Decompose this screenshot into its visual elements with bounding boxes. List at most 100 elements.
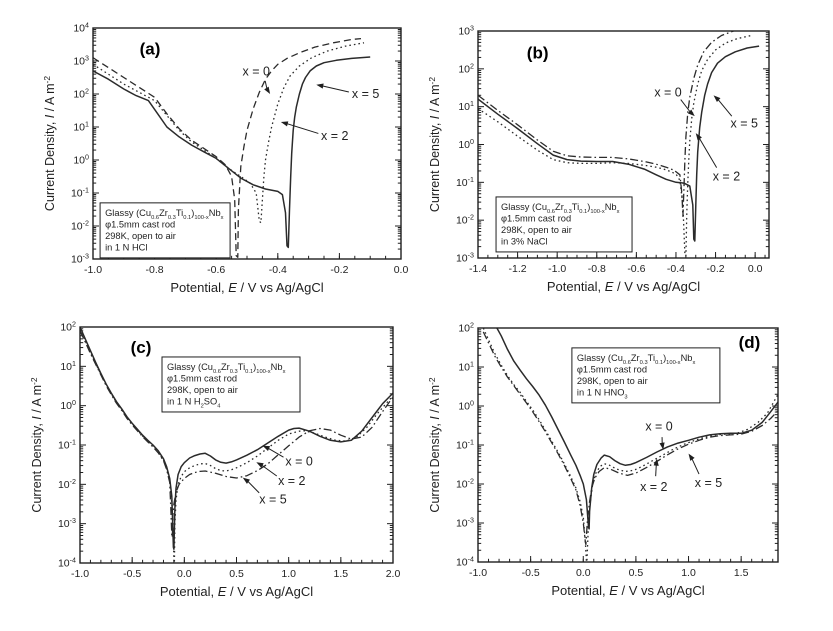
svg-text:10-3: 10-3	[71, 253, 89, 266]
svg-text:298K, open to air: 298K, open to air	[501, 225, 572, 235]
series-x=5	[478, 45, 760, 242]
svg-text:x = 2: x = 2	[640, 480, 667, 494]
svg-text:-0.5: -0.5	[522, 567, 540, 579]
svg-text:298K, open to air: 298K, open to air	[167, 385, 238, 395]
svg-text:x = 5: x = 5	[695, 476, 722, 490]
x-axis-title: Potential, E / V vs Ag/AgCl	[160, 584, 313, 599]
svg-text:0.5: 0.5	[629, 567, 644, 579]
svg-text:1.5: 1.5	[334, 568, 349, 580]
svg-text:-1.4: -1.4	[469, 263, 487, 275]
svg-text:-1.2: -1.2	[509, 263, 527, 275]
annotation-x=5: x = 5	[688, 453, 722, 490]
svg-text:φ1.5mm cast rod: φ1.5mm cast rod	[167, 373, 237, 383]
axis-ticks	[92, 27, 402, 260]
svg-text:Glassy (Cu0.6​Zr0.3​Ti0.1​)100: Glassy (Cu0.6​Zr0.3​Ti0.1​)100-x​Nbx​	[105, 208, 224, 221]
svg-text:100: 100	[458, 400, 474, 413]
svg-text:1.0: 1.0	[681, 567, 696, 579]
svg-text:-0.4: -0.4	[269, 264, 287, 276]
svg-text:Glassy (Cu0.6​Zr0.3​Ti0.1​)100: Glassy (Cu0.6​Zr0.3​Ti0.1​)100-x​Nbx​	[167, 362, 286, 375]
svg-text:-0.6: -0.6	[207, 264, 225, 276]
axis-tick-labels: -1.0 -0.5 0.0 0.5 1.0 1.5 10-4 10-3 10-2 10-1 100 1…	[456, 322, 749, 580]
svg-text:100: 100	[73, 154, 89, 167]
svg-text:φ1.5mm cast rod: φ1.5mm cast rod	[501, 213, 571, 223]
chart-svg-a: -1.0 -0.8 -0.6 -0.4 -0.2 0.0 10-3 10-2 10-1 100 10…	[42, 22, 408, 296]
svg-text:-0.6: -0.6	[627, 263, 645, 275]
svg-text:1.5: 1.5	[734, 567, 749, 579]
svg-text:10-2: 10-2	[58, 478, 76, 491]
panel-label-c: (c)	[131, 338, 152, 357]
svg-text:in 1 N H2​SO4​: in 1 N H2​SO4​	[167, 396, 221, 409]
series-x=5	[93, 56, 371, 249]
svg-text:10-3: 10-3	[58, 517, 76, 530]
svg-text:-1.0: -1.0	[548, 263, 566, 275]
svg-text:-0.2: -0.2	[707, 263, 725, 275]
annotation-x=5: x = 5	[316, 83, 379, 101]
svg-text:10-4: 10-4	[456, 556, 474, 569]
svg-text:10-1: 10-1	[456, 439, 474, 452]
svg-text:0.5: 0.5	[229, 568, 244, 580]
svg-text:1.0: 1.0	[281, 568, 296, 580]
svg-text:0.0: 0.0	[177, 568, 192, 580]
svg-text:φ1.5mm cast rod: φ1.5mm cast rod	[105, 219, 175, 229]
svg-text:104: 104	[73, 22, 89, 35]
panel-d-chart: -1.0 -0.5 0.0 0.5 1.0 1.5 10-4 10-3 10-2 10-1 100 1…	[418, 312, 822, 626]
annotation-x=2: x = 2	[280, 121, 349, 143]
sample-info-box: Glassy (Cu0.6​Zr0.3​Ti0.1​)100-x​Nbx​φ1.…	[571, 347, 721, 404]
svg-text:10-1: 10-1	[58, 439, 76, 452]
svg-text:-0.8: -0.8	[146, 264, 164, 276]
sample-info-box: Glassy (Cu0.6​Zr0.3​Ti0.1​)100-x​Nbx​φ1.…	[161, 356, 301, 413]
svg-text:10-3: 10-3	[456, 252, 474, 265]
svg-text:Glassy (Cu0.6​Zr0.3​Ti0.1​)100: Glassy (Cu0.6​Zr0.3​Ti0.1​)100-x​Nbx​	[501, 202, 620, 215]
svg-text:298K, open to air: 298K, open to air	[577, 376, 648, 386]
series-x=0	[478, 31, 735, 218]
x-axis-title: Potential, E / V vs Ag/AgCl	[170, 280, 323, 295]
sample-info-box: Glassy (Cu0.6​Zr0.3​Ti0.1​)100-x​Nbx​φ1.…	[99, 202, 231, 259]
axis-ticks	[79, 326, 394, 564]
sample-info-box: Glassy (Cu0.6​Zr0.3​Ti0.1​)100-x​Nbx​φ1.…	[495, 196, 633, 253]
axis-ticks	[477, 327, 778, 563]
panel-b-chart: -1.4 -1.2 -1.0 -0.8 -0.6 -0.4 -0.2 0.0 10-3 10-2 1…	[418, 8, 816, 310]
chart-svg-c: -1.0 -0.5 0.0 0.5 1.0 1.5 2.0 10-4 10-3 10-2 10-1 1…	[29, 321, 401, 600]
svg-text:x = 2: x = 2	[278, 474, 305, 488]
annotation-x=2: x = 2	[640, 458, 668, 494]
annotation-x=0: x = 0	[645, 419, 673, 450]
svg-text:x = 5: x = 5	[731, 117, 758, 131]
svg-text:103: 103	[458, 25, 474, 38]
svg-text:x = 5: x = 5	[352, 87, 379, 101]
y-axis-title: Current Density, I / A m-2​	[427, 377, 442, 512]
series-x=0	[496, 328, 778, 530]
svg-text:103: 103	[73, 55, 89, 68]
panel-label-b: (b)	[527, 44, 549, 63]
series-x=5	[80, 330, 393, 539]
y-axis-title: Current Density, I / A m-2​	[427, 77, 442, 212]
svg-text:-0.8: -0.8	[588, 263, 606, 275]
svg-text:102: 102	[458, 62, 474, 75]
svg-text:102: 102	[73, 88, 89, 101]
svg-text:x = 0: x = 0	[285, 455, 312, 469]
svg-text:Glassy (Cu0.6​Zr0.3​Ti0.1​)100: Glassy (Cu0.6​Zr0.3​Ti0.1​)100-x​Nbx​	[577, 353, 696, 366]
annotation-x=2: x = 2	[695, 133, 740, 184]
panel-label-d: (d)	[739, 333, 761, 352]
svg-text:-0.2: -0.2	[330, 264, 348, 276]
y-axis-title: Current Density, I / A m-2​	[29, 377, 44, 512]
panel-a-chart: -1.0 -0.8 -0.6 -0.4 -0.2 0.0 10-3 10-2 10-1 100 10…	[36, 8, 418, 310]
x-axis-title: Potential, E / V vs Ag/AgCl	[547, 279, 700, 294]
svg-text:101: 101	[73, 121, 89, 134]
svg-text:x = 5: x = 5	[259, 492, 286, 506]
axis-ticks	[477, 30, 769, 259]
svg-text:-0.5: -0.5	[123, 568, 141, 580]
annotation-x=5: x = 5	[713, 95, 758, 131]
chart-svg-d: -1.0 -0.5 0.0 0.5 1.0 1.5 10-4 10-3 10-2 10-1 100 1…	[427, 322, 779, 598]
svg-text:x = 2: x = 2	[713, 170, 740, 184]
svg-text:102: 102	[458, 322, 474, 335]
panel-c-chart: -1.0 -0.5 0.0 0.5 1.0 1.5 2.0 10-4 10-3 10-2 10-1 1…	[26, 312, 418, 626]
svg-text:-1.0: -1.0	[84, 264, 102, 276]
svg-text:in 1 N HNO3​: in 1 N HNO3​	[577, 387, 628, 400]
annotation-x=0: x = 0	[654, 85, 695, 117]
svg-text:x = 0: x = 0	[654, 85, 681, 99]
series-x=0	[93, 37, 362, 258]
series-x=2	[93, 42, 365, 224]
svg-text:x = 0: x = 0	[645, 419, 672, 433]
svg-text:2.0: 2.0	[386, 568, 401, 580]
